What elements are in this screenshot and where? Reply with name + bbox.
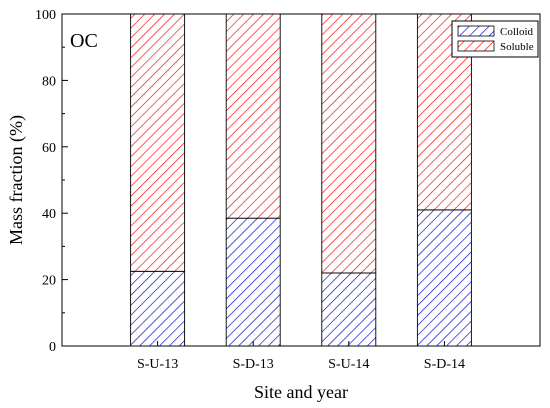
x-tick-label: S-D-14 bbox=[424, 357, 465, 372]
bar-soluble-s-u-13 bbox=[130, 13, 186, 272]
bar-colloid-s-u-13 bbox=[130, 270, 186, 347]
legend-swatch-soluble bbox=[457, 40, 495, 52]
bars-layer bbox=[130, 13, 472, 347]
bar-soluble-s-d-13 bbox=[225, 13, 281, 219]
legend-label-soluble: Soluble bbox=[500, 41, 534, 53]
legend-swatch-colloid bbox=[457, 25, 495, 37]
x-tick-label: S-D-13 bbox=[233, 357, 274, 372]
y-axis: 0 20 40 60 80 100 bbox=[35, 8, 68, 355]
panel-label: OC bbox=[70, 30, 98, 52]
y-axis-title: Mass fraction (%) bbox=[6, 115, 27, 245]
y-tick-label: 40 bbox=[42, 207, 56, 222]
legend: Colloid Soluble bbox=[451, 20, 539, 58]
x-tick-label: S-U-14 bbox=[328, 357, 369, 372]
y-tick-label: 60 bbox=[42, 141, 56, 156]
x-axis-title: Site and year bbox=[254, 382, 348, 402]
bar-soluble-s-u-14 bbox=[321, 13, 377, 274]
y-tick-label: 20 bbox=[42, 274, 56, 289]
bar-colloid-s-d-14 bbox=[416, 209, 472, 347]
x-axis: S-U-13 S-D-13 S-U-14 S-D-14 bbox=[137, 341, 465, 372]
x-tick-label: S-U-13 bbox=[137, 357, 178, 372]
y-tick-label: 0 bbox=[49, 340, 56, 355]
legend-label-colloid: Colloid bbox=[500, 26, 534, 38]
y-tick-label: 80 bbox=[42, 74, 56, 89]
y-tick-label: 100 bbox=[35, 8, 56, 23]
bar-colloid-s-d-13 bbox=[225, 217, 281, 347]
bar-colloid-s-u-14 bbox=[321, 272, 377, 347]
